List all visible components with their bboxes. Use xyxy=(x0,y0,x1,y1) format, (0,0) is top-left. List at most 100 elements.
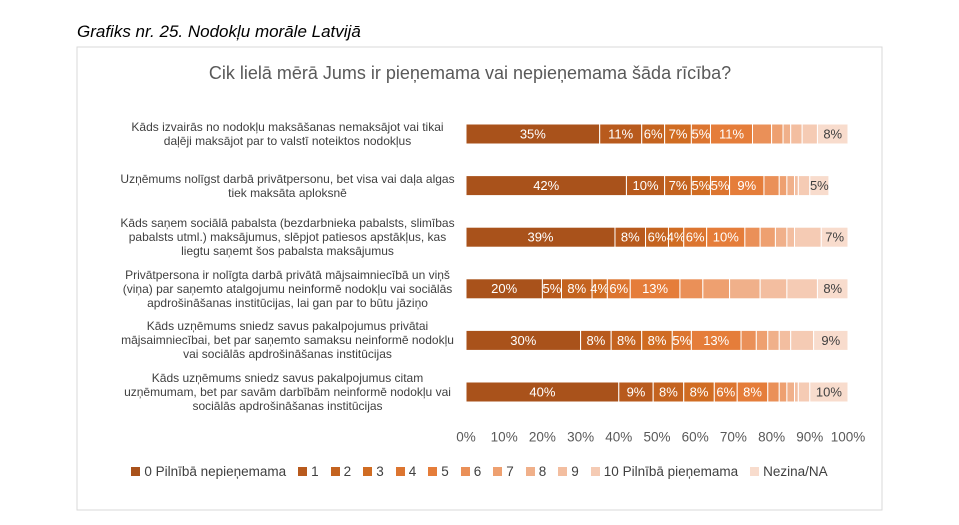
data-label: 9% xyxy=(821,333,840,348)
bar-segment xyxy=(740,329,757,351)
legend-label: 7 xyxy=(506,464,514,479)
data-label: 35% xyxy=(520,126,546,141)
data-label: 5% xyxy=(692,178,711,193)
legend-label: 3 xyxy=(376,464,384,479)
x-tick-label: 30% xyxy=(567,430,594,445)
bar-segment xyxy=(782,123,792,145)
legend-swatch xyxy=(131,467,141,476)
data-label: 39% xyxy=(527,230,553,245)
data-label: 8% xyxy=(823,126,842,141)
data-label: 8% xyxy=(586,333,605,348)
data-label: 13% xyxy=(642,281,668,296)
legend-item: Nezina/NA xyxy=(750,464,828,479)
bar-segment xyxy=(763,175,780,197)
bar-segment xyxy=(790,123,803,145)
bar-segment xyxy=(679,278,704,300)
legend-item: 1 xyxy=(298,464,319,479)
x-tick-label: 10% xyxy=(491,430,518,445)
bar-segment xyxy=(786,226,796,248)
bar-segment xyxy=(755,329,769,351)
bar-segment xyxy=(778,329,792,351)
data-label: 5% xyxy=(711,178,730,193)
bar-segment xyxy=(794,175,799,197)
bar-segment xyxy=(759,226,776,248)
legend-swatch xyxy=(330,467,340,476)
data-label: 8% xyxy=(617,333,636,348)
data-label: 8% xyxy=(567,281,586,296)
chart-title: Cik lielā mērā Jums ir pieņemama vai nep… xyxy=(209,63,731,83)
data-label: 6% xyxy=(686,230,705,245)
x-tick-label: 20% xyxy=(529,430,556,445)
x-tick-label: 60% xyxy=(682,430,709,445)
legend-label: 8 xyxy=(538,464,547,479)
data-label: 7% xyxy=(669,126,688,141)
legend-label: 9 xyxy=(571,464,579,479)
legend-label: 6 xyxy=(473,464,482,479)
legend-swatch xyxy=(590,467,600,476)
data-label: 8% xyxy=(621,230,640,245)
legend-swatch xyxy=(460,467,470,476)
legend-label: 1 xyxy=(311,464,319,479)
data-label: 10% xyxy=(816,384,842,399)
category-label: Uzņēmums nolīgst darbā privātpersonu, be… xyxy=(120,171,455,200)
legend-label: 0 Pilnībā nepieņemama xyxy=(144,464,287,479)
legend-swatch xyxy=(525,467,535,476)
data-label: 8% xyxy=(648,333,667,348)
bar-segment xyxy=(767,329,780,351)
x-tick-label: 40% xyxy=(605,430,632,445)
bar-segment xyxy=(797,381,811,403)
legend-label: 4 xyxy=(408,464,417,479)
legend-item: 6 xyxy=(460,464,482,479)
legend-label: 2 xyxy=(343,464,352,479)
data-label: 40% xyxy=(529,384,555,399)
bar-segment xyxy=(809,381,849,403)
data-label: 20% xyxy=(491,281,517,296)
data-label: 4% xyxy=(590,281,609,296)
data-label: 42% xyxy=(533,178,559,193)
data-label: 6% xyxy=(644,126,663,141)
legend-swatch xyxy=(428,467,438,476)
bar-segment xyxy=(774,226,788,248)
legend-swatch xyxy=(558,467,568,476)
category-label: Kāds uzņēmums sniedz savus pakalpojumus … xyxy=(124,371,451,413)
bar-segment xyxy=(778,381,788,403)
legend-label: 5 xyxy=(441,464,449,479)
data-label: 10% xyxy=(713,230,739,245)
category-label: Privātpersona ir nolīgta darbā privātā m… xyxy=(122,267,453,310)
bar-segment xyxy=(786,381,796,403)
legend-item: 2 xyxy=(330,464,352,479)
legend-item: 4 xyxy=(395,464,417,479)
bar-segment xyxy=(794,381,799,403)
bar-segment xyxy=(786,278,818,300)
data-label: 8% xyxy=(823,281,842,296)
legend-item: 8 xyxy=(525,464,547,479)
bar-segment xyxy=(752,123,773,145)
data-label: 9% xyxy=(737,178,756,193)
category-label: Kāds izvairās no nodokļu maksāšanas nema… xyxy=(131,120,444,148)
bar-segment xyxy=(702,278,731,300)
x-tick-label: 50% xyxy=(643,430,670,445)
data-label: 9% xyxy=(627,384,646,399)
legend-item: 7 xyxy=(493,464,514,479)
bar-segment xyxy=(786,175,796,197)
legend-item: 0 Pilnībā nepieņemama xyxy=(131,464,286,479)
bar-segment xyxy=(801,123,818,145)
data-label: 10% xyxy=(633,178,659,193)
bar-segment xyxy=(809,175,830,197)
data-label: 5% xyxy=(672,333,691,348)
bar-segment xyxy=(816,278,849,300)
legend: 0 Pilnībā nepieņemama 1 2 3 4 5 6 7 8 9 10 Pilnībā… xyxy=(77,464,882,479)
data-label: 8% xyxy=(743,384,762,399)
bar-segment xyxy=(790,329,815,351)
x-tick-label: 90% xyxy=(796,430,823,445)
bar-segment xyxy=(797,175,811,197)
caption: Grafiks nr. 25. Nodokļu morāle Latvijā xyxy=(77,22,361,41)
x-tick-label: 100% xyxy=(831,430,866,445)
legend-swatch xyxy=(363,467,373,476)
legend-swatch xyxy=(493,467,503,476)
category-label: Kāds saņem sociālā pabalsta (bezdarbniek… xyxy=(120,216,455,259)
x-tick-label: 70% xyxy=(720,430,747,445)
bar-segment xyxy=(771,123,784,145)
